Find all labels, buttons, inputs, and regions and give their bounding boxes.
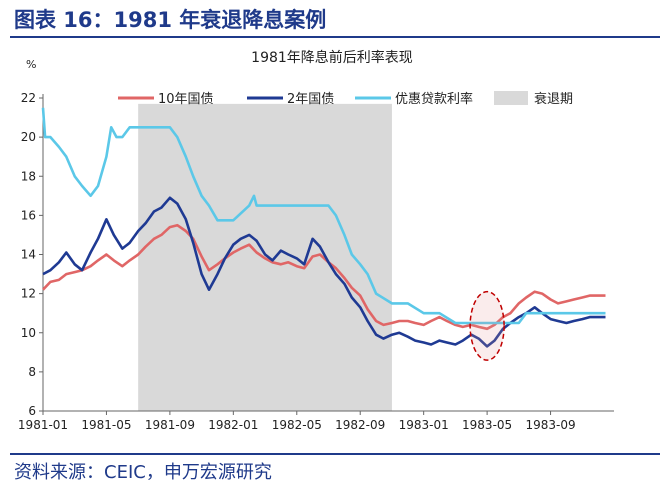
x-tick-label: 1982-01 (208, 418, 258, 432)
rate-chart: 1981年降息前后利率表现 % 6 8 10 12 14 16 18 20 22 1981-01 1… (18, 49, 614, 432)
legend-swatch-recession (494, 91, 528, 105)
y-axis-unit: % (26, 58, 36, 71)
series-line-3 (41, 107, 606, 325)
y-tick-label: 14 (21, 248, 36, 262)
legend-label-3: 优惠贷款利率 (395, 91, 473, 107)
figure-title: 图表 16：1981 年衰退降息案例 (14, 8, 327, 32)
y-tick-label: 6 (28, 404, 36, 418)
series-line-1 (42, 223, 606, 331)
x-tick-label: 1982-05 (272, 418, 322, 432)
x-tick-label: 1983-05 (462, 418, 512, 432)
x-tick-label: 1982-09 (335, 418, 385, 432)
title-rule (10, 36, 660, 38)
x-tick-label: 1981-01 (18, 418, 68, 432)
y-tick-label: 12 (21, 287, 36, 301)
source-note: 资料来源：CEIC，申万宏源研究 (14, 462, 272, 483)
y-tick-label: 8 (28, 365, 36, 379)
legend-label-2: 2年国债 (287, 92, 334, 107)
chart-title: 1981年降息前后利率表现 (251, 49, 413, 66)
x-tick-label: 1983-01 (399, 418, 449, 432)
legend-label-recession: 衰退期 (534, 91, 573, 107)
y-tick-label: 10 (21, 326, 36, 340)
x-tick-label: 1981-05 (81, 418, 131, 432)
y-tick-label: 20 (21, 130, 36, 144)
source-rule (10, 453, 660, 455)
y-tick-label: 22 (21, 91, 36, 105)
x-tick-label: 1981-09 (145, 418, 195, 432)
legend-label-1: 10年国债 (158, 92, 214, 107)
x-tick-label: 1983-09 (525, 418, 575, 432)
y-tick-label: 18 (21, 169, 36, 183)
y-tick-label: 16 (21, 208, 36, 222)
highlight-ellipse (469, 290, 505, 361)
